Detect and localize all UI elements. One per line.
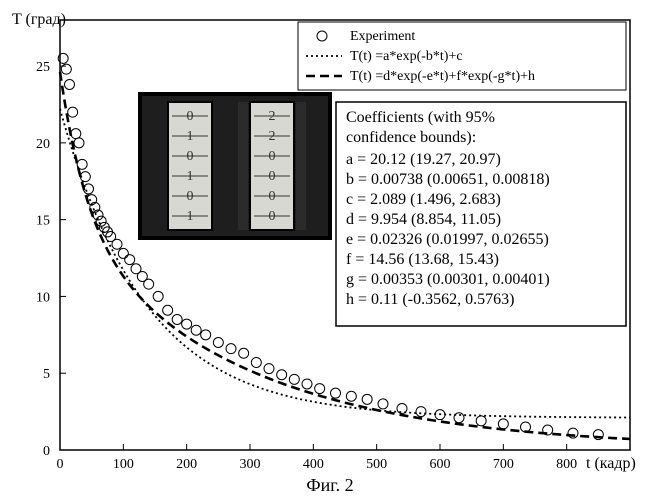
svg-text:10: 10 (36, 290, 50, 305)
svg-text:e = 0.02326 (0.01997, 0.0265: e = 0.02326 (0.01997, 0.02655) (346, 231, 549, 248)
svg-text:600: 600 (430, 457, 451, 472)
svg-text:h = 0.11 (-0.3562, 0.5763): h = 0.11 (-0.3562, 0.5763) (346, 291, 514, 308)
svg-text:d = 9.954 (8.854, 11.05): d = 9.954 (8.854, 11.05) (346, 211, 501, 228)
svg-text:1: 1 (187, 209, 194, 224)
svg-text:b = 0.00738 (0.00651, 0.0081: b = 0.00738 (0.00651, 0.00818) (346, 171, 550, 188)
svg-text:f = 14.56 (13.68, 15.43): f = 14.56 (13.68, 15.43) (346, 251, 499, 268)
svg-text:a = 20.12 (19.27, 20.97): a = 20.12 (19.27, 20.97) (346, 151, 501, 168)
svg-text:0: 0 (187, 189, 194, 204)
decay-chart: 01002003004005006007008000510152025t (ка… (0, 0, 660, 500)
svg-text:300: 300 (240, 457, 261, 472)
svg-text:T(t) =a*exp(-b*t)+c: T(t) =a*exp(-b*t)+c (350, 49, 463, 64)
svg-text:15: 15 (36, 214, 50, 229)
svg-text:1: 1 (187, 129, 194, 144)
svg-text:c = 2.089 (1.496, 2.683): c = 2.089 (1.496, 2.683) (346, 191, 501, 208)
svg-text:25: 25 (36, 60, 50, 75)
svg-text:200: 200 (176, 457, 197, 472)
svg-text:2: 2 (269, 109, 276, 124)
svg-text:0: 0 (269, 209, 276, 224)
svg-text:1: 1 (187, 169, 194, 184)
svg-text:Coefficients (with 95%: Coefficients (with 95% (346, 109, 495, 126)
svg-text:2: 2 (269, 129, 276, 144)
svg-text:0: 0 (269, 189, 276, 204)
svg-text:500: 500 (366, 457, 387, 472)
svg-text:700: 700 (493, 457, 514, 472)
svg-text:0: 0 (57, 457, 64, 472)
svg-text:T(t) =d*exp(-e*t)+f*exp(-g*t)+: T(t) =d*exp(-e*t)+f*exp(-g*t)+h (350, 69, 535, 84)
svg-text:confidence bounds):: confidence bounds): (346, 129, 476, 146)
svg-text:0: 0 (269, 149, 276, 164)
svg-text:T (град): T (град) (12, 11, 66, 28)
svg-text:0: 0 (269, 169, 276, 184)
svg-text:20: 20 (36, 137, 50, 152)
svg-text:5: 5 (43, 367, 50, 382)
svg-text:Experiment: Experiment (350, 29, 415, 44)
figure-caption: Фиг. 2 (0, 475, 660, 496)
svg-text:800: 800 (556, 457, 577, 472)
inset-photo: 0 1 0 1 0 1 2 2 0 0 0 0 (138, 92, 332, 240)
svg-text:400: 400 (303, 457, 324, 472)
svg-text:g = 0.00353 (0.00301, 0.0040: g = 0.00353 (0.00301, 0.00401) (346, 271, 550, 288)
svg-text:0: 0 (43, 444, 50, 459)
svg-text:0: 0 (187, 149, 194, 164)
svg-text:0: 0 (187, 109, 194, 124)
svg-text:t (кадр): t (кадр) (586, 455, 636, 472)
svg-text:100: 100 (113, 457, 134, 472)
